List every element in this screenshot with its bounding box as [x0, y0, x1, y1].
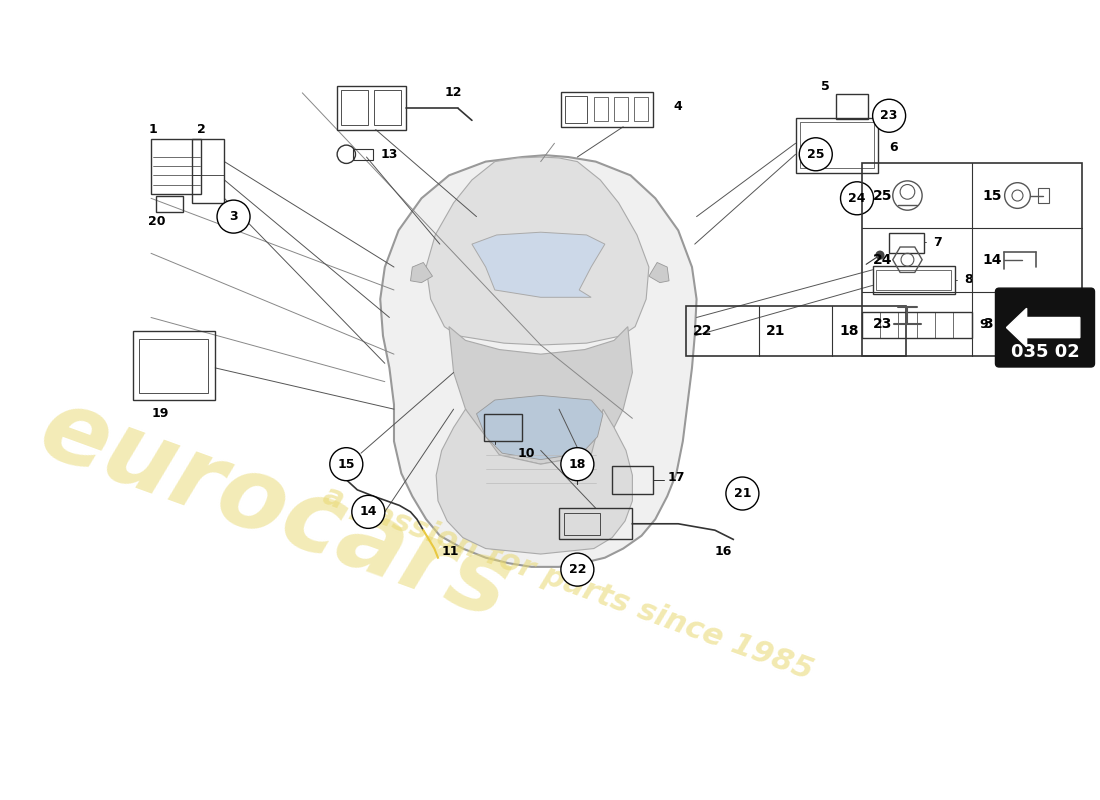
Bar — [1037, 188, 1048, 203]
Text: 19: 19 — [152, 407, 169, 420]
Text: 22: 22 — [693, 324, 713, 338]
Bar — [133, 331, 216, 400]
Polygon shape — [381, 155, 696, 567]
Circle shape — [352, 495, 385, 528]
Text: 11: 11 — [442, 545, 459, 558]
Circle shape — [217, 200, 250, 233]
Text: 8: 8 — [965, 274, 972, 286]
Text: 2: 2 — [197, 123, 206, 136]
Circle shape — [561, 553, 594, 586]
Circle shape — [872, 99, 905, 132]
Text: 21: 21 — [767, 324, 785, 338]
Text: 24: 24 — [872, 253, 892, 266]
Polygon shape — [649, 262, 669, 282]
Bar — [561, 92, 652, 126]
Text: 22: 22 — [569, 563, 586, 576]
Text: 23: 23 — [880, 110, 898, 122]
Text: 15: 15 — [338, 458, 355, 470]
Text: 25: 25 — [872, 189, 892, 202]
Bar — [872, 266, 955, 294]
Bar — [484, 414, 522, 442]
Bar — [139, 339, 208, 393]
Polygon shape — [1006, 308, 1080, 347]
Text: 14: 14 — [360, 506, 377, 518]
Text: 4: 4 — [673, 100, 682, 113]
Circle shape — [561, 448, 594, 481]
Text: eurocars: eurocars — [26, 380, 522, 640]
Text: 23: 23 — [872, 317, 892, 331]
Text: 18: 18 — [839, 324, 859, 338]
Polygon shape — [472, 232, 605, 298]
FancyBboxPatch shape — [996, 288, 1094, 367]
Bar — [685, 306, 905, 356]
Bar — [614, 98, 628, 122]
Text: 25: 25 — [807, 148, 825, 161]
Text: 7: 7 — [933, 236, 942, 249]
Bar — [353, 149, 373, 160]
Bar — [800, 122, 873, 168]
Bar — [795, 118, 878, 173]
Text: 3: 3 — [229, 210, 238, 223]
Polygon shape — [426, 157, 649, 345]
Bar — [877, 270, 952, 290]
Polygon shape — [449, 326, 632, 464]
Text: 18: 18 — [569, 458, 586, 470]
Polygon shape — [476, 395, 603, 459]
Bar — [861, 163, 1081, 356]
Bar — [613, 466, 653, 494]
Text: 035 02: 035 02 — [1011, 343, 1079, 362]
Text: 10: 10 — [518, 446, 536, 460]
Bar — [861, 312, 971, 338]
Bar — [374, 90, 401, 125]
Text: 14: 14 — [982, 253, 1002, 266]
Bar — [836, 94, 868, 119]
Text: 3: 3 — [982, 317, 992, 331]
Bar — [337, 86, 406, 130]
Text: 13: 13 — [381, 148, 398, 161]
Bar — [155, 195, 183, 212]
Circle shape — [330, 448, 363, 481]
Text: 24: 24 — [848, 192, 866, 205]
Circle shape — [726, 477, 759, 510]
Text: 9: 9 — [979, 318, 988, 331]
Circle shape — [876, 250, 884, 260]
Circle shape — [800, 138, 833, 170]
Bar — [559, 508, 632, 539]
Text: 15: 15 — [982, 189, 1002, 202]
Text: 5: 5 — [821, 80, 829, 93]
Bar — [563, 513, 601, 534]
Text: 20: 20 — [148, 214, 166, 228]
Polygon shape — [410, 262, 432, 282]
Text: 16: 16 — [715, 545, 733, 558]
Bar — [151, 138, 201, 194]
Text: a passion for parts since 1985: a passion for parts since 1985 — [319, 481, 817, 686]
Text: 21: 21 — [734, 487, 751, 500]
Circle shape — [840, 182, 873, 214]
Text: 6: 6 — [889, 142, 898, 154]
Polygon shape — [437, 409, 632, 554]
Text: 12: 12 — [444, 86, 462, 99]
Bar — [192, 138, 224, 203]
Text: 1: 1 — [148, 123, 157, 136]
Bar — [594, 98, 607, 122]
Bar — [889, 233, 924, 254]
Bar — [635, 98, 648, 122]
Text: 17: 17 — [668, 471, 684, 485]
Bar — [564, 95, 587, 123]
Bar — [341, 90, 368, 125]
